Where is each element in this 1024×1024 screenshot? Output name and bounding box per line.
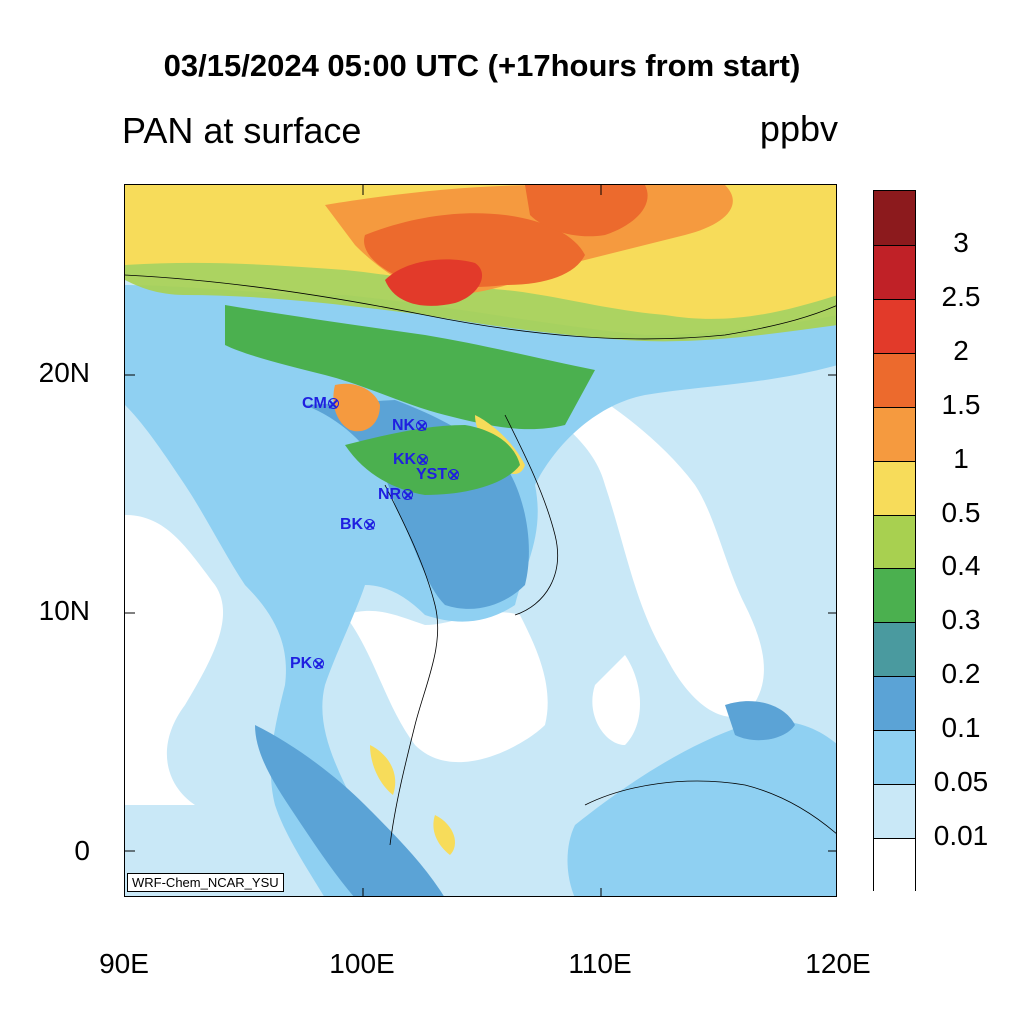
- colorbar-label: 0.2: [941, 658, 981, 690]
- colorbar-cell: [874, 514, 915, 569]
- map-title: 03/15/2024 05:00 UTC (+17hours from star…: [163, 48, 801, 83]
- colorbar-label: 3: [953, 226, 969, 258]
- variable-name: PAN at surface: [122, 110, 362, 151]
- station-yst: YST: [416, 466, 460, 484]
- station-marker-icon: [448, 469, 460, 480]
- colorbar-label: 0.5: [941, 496, 981, 528]
- station-marker-icon: [402, 489, 414, 500]
- colorbar-cell: [874, 838, 915, 892]
- lat-label-10n: 10N: [38, 595, 90, 626]
- colorbar-cell: [874, 568, 915, 623]
- colorbar-cell: [874, 406, 915, 461]
- colorbar-cell: [874, 298, 915, 353]
- colorbar-label: 0.4: [941, 550, 981, 582]
- station-kk: KK: [393, 451, 429, 469]
- colorbar-label: 0.05: [933, 766, 989, 798]
- station-nr: NR: [378, 486, 414, 504]
- lat-label-0: 0: [74, 835, 90, 866]
- lon-label-120e: 120E: [805, 948, 871, 979]
- colorbar: [873, 190, 916, 892]
- model-label: WRF-Chem_NCAR_YSU: [127, 873, 284, 892]
- colorbar-label: 0.1: [941, 712, 981, 744]
- colorbar-label: 1.5: [941, 388, 981, 420]
- lon-label-100e: 100E: [329, 948, 395, 979]
- station-cm: CM: [302, 395, 339, 413]
- lat-label-20n: 20N: [38, 357, 90, 388]
- colorbar-cell: [874, 244, 915, 299]
- concentration-field: [125, 185, 836, 896]
- colorbar-label: 2: [953, 334, 969, 366]
- station-marker-icon: [364, 519, 376, 530]
- colorbar-cell: [874, 730, 915, 785]
- station-marker-icon: [313, 658, 325, 669]
- map-panel: [124, 184, 837, 897]
- colorbar-label: 0.01: [933, 820, 989, 852]
- colorbar-cell: [874, 784, 915, 839]
- station-marker-icon: [416, 420, 428, 431]
- colorbar-label: 0.3: [941, 604, 981, 636]
- station-marker-icon: [417, 454, 429, 465]
- colorbar-label: 1: [953, 442, 969, 474]
- colorbar-cell: [874, 352, 915, 407]
- lon-label-90e: 90E: [99, 948, 149, 979]
- units-label: ppbv: [759, 108, 838, 149]
- colorbar-cell: [874, 676, 915, 731]
- station-nk: NK: [392, 417, 428, 435]
- colorbar-label: 2.5: [941, 280, 981, 312]
- colorbar-cell: [874, 460, 915, 515]
- lon-label-110e: 110E: [568, 948, 632, 979]
- station-bk: BK: [340, 516, 376, 534]
- station-pk: PK: [290, 655, 325, 673]
- station-marker-icon: [327, 398, 339, 409]
- colorbar-cell: [874, 191, 915, 245]
- colorbar-cell: [874, 622, 915, 677]
